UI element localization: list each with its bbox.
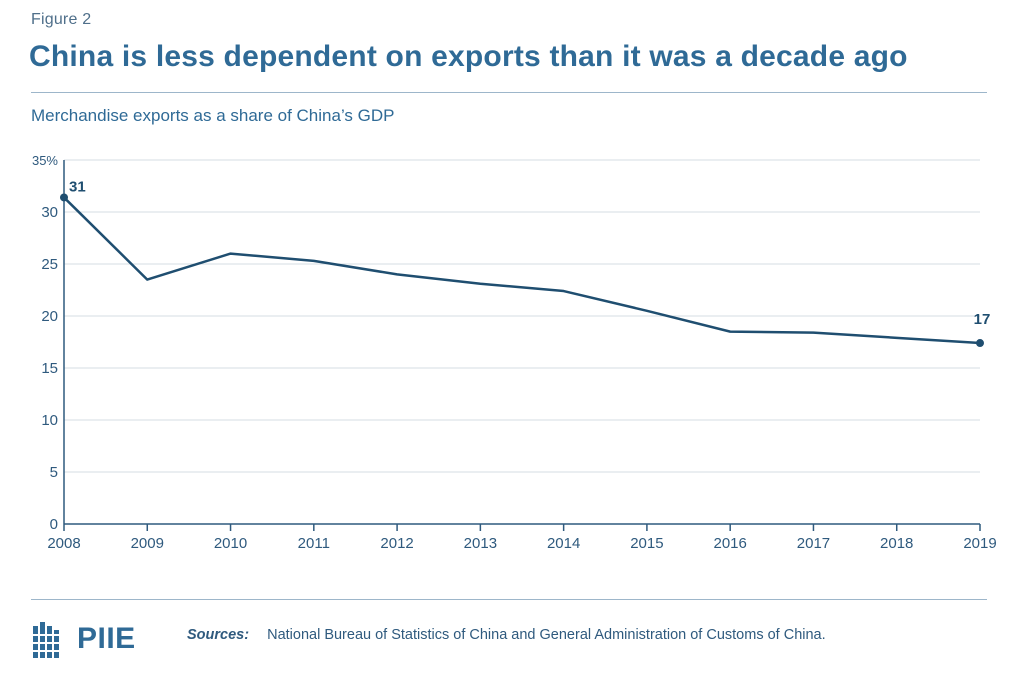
sources-text: National Bureau of Statistics of China a… — [267, 627, 826, 643]
x-tick-label: 2019 — [963, 535, 996, 552]
y-tick-label: 30 — [41, 204, 58, 221]
y-tick-label: 15 — [41, 360, 58, 377]
data-point-marker — [976, 339, 984, 348]
data-label: 17 — [974, 311, 991, 328]
x-tick-label: 2014 — [547, 535, 580, 552]
data-point-marker — [60, 193, 68, 202]
x-tick-label: 2013 — [464, 535, 497, 552]
data-label: 31 — [69, 178, 86, 195]
x-tick-label: 2012 — [380, 535, 413, 552]
piie-logo: PIIE — [31, 620, 151, 660]
y-tick-label: 5 — [50, 464, 58, 481]
chart-title: China is less dependent on exports than … — [29, 40, 908, 73]
y-tick-label: 25 — [41, 256, 58, 273]
x-tick-label: 2010 — [214, 535, 247, 552]
x-tick-label: 2011 — [298, 535, 330, 552]
y-tick-label: 0 — [50, 516, 58, 533]
y-tick-label: 35% — [32, 153, 58, 168]
sources-note: Sources: National Bureau of Statistics o… — [187, 627, 826, 643]
x-tick-label: 2009 — [131, 535, 164, 552]
footer-divider — [31, 599, 987, 600]
figure-label: Figure 2 — [31, 11, 92, 28]
x-tick-label: 2015 — [630, 535, 663, 552]
logo-text: PIIE — [77, 622, 136, 655]
x-tick-label: 2017 — [797, 535, 830, 552]
sources-label: Sources: — [187, 627, 250, 643]
series-line — [63, 196, 981, 345]
line-chart: 0 5 10 15 20 25 30 35% 2008 2009 2010 2011 2012 2013 2… — [32, 153, 997, 552]
chart-subtitle: Merchandise exports as a share of China’… — [31, 106, 395, 125]
y-tick-label: 20 — [41, 308, 58, 325]
x-tick-label: 2008 — [47, 535, 80, 552]
x-tick-label: 2016 — [713, 535, 746, 552]
x-tick-label: 2018 — [880, 535, 913, 552]
piie-logo-icon — [31, 622, 63, 658]
title-divider — [31, 92, 987, 93]
y-tick-label: 10 — [41, 412, 58, 429]
